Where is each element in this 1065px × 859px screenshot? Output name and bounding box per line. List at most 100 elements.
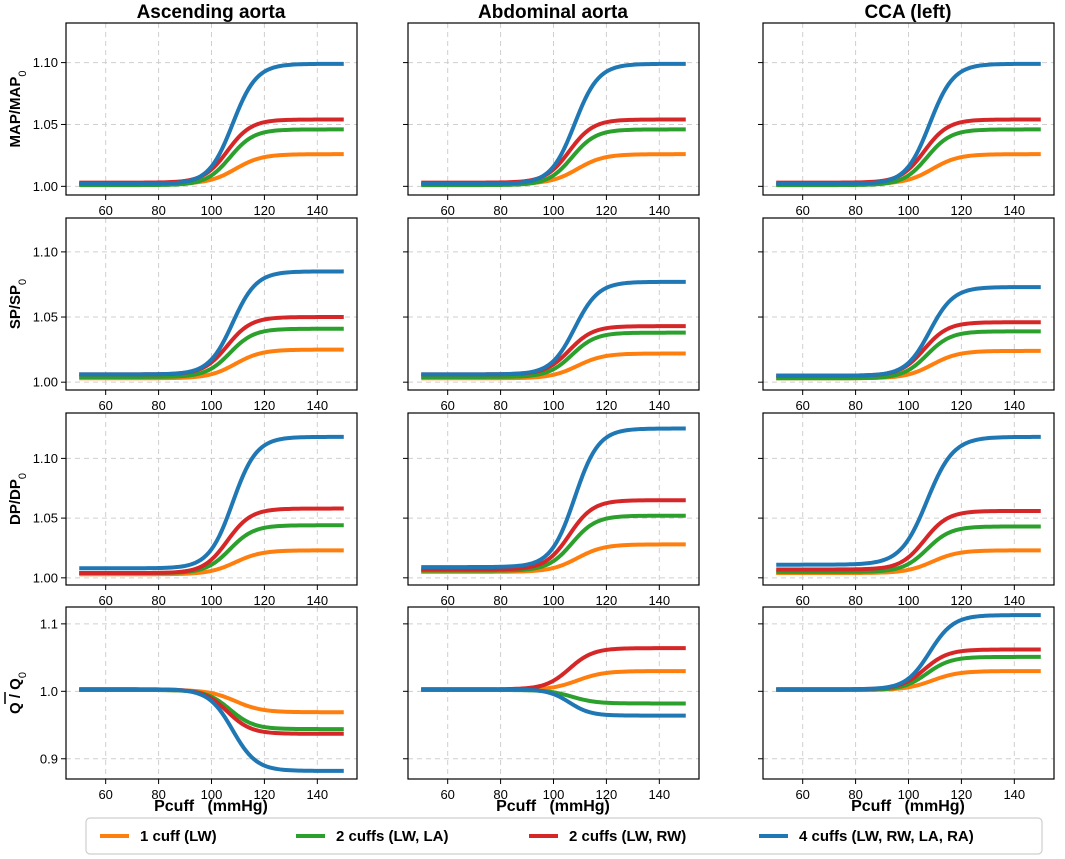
y-tick-label: 1.05 (33, 310, 58, 325)
ylabel-row-1: SP/SP0 (7, 279, 29, 329)
x-tick-label: 120 (596, 398, 618, 413)
x-tick-label: 80 (848, 787, 862, 802)
x-tick-label: 140 (648, 398, 670, 413)
x-tick-label: 100 (543, 593, 565, 608)
x-tick-label: 120 (951, 787, 973, 802)
series-line-4-cuffs-lw-rw-la-ra (776, 61, 1041, 186)
x-tick-label: 80 (151, 203, 165, 218)
x-tick-label: 120 (951, 593, 973, 608)
x-tick-label: 140 (648, 593, 670, 608)
x-tick-label: 60 (98, 787, 112, 802)
x-tick-label: 60 (440, 787, 454, 802)
x-tick-label: 100 (898, 593, 920, 608)
x-tick-label: 100 (543, 203, 565, 218)
x-tick-label: 140 (306, 787, 328, 802)
series-line-4-cuffs-lw-rw-la-ra (421, 61, 686, 186)
ylabel-subscript: 0 (17, 279, 29, 285)
x-tick-label: 100 (201, 398, 223, 413)
legend-label-4-cuffs: 4 cuffs (LW, RW, LA, RA) (799, 828, 974, 845)
y-tick-label: 1.00 (33, 375, 58, 390)
ylabel-subscript: 0 (17, 473, 29, 479)
column-title-cca-left: CCA (left) (865, 2, 952, 23)
x-tick-label: 120 (596, 787, 618, 802)
x-tick-label: 100 (201, 593, 223, 608)
series-line-2-cuffs-lw-la (421, 330, 686, 379)
ylabel-subscript: 0 (17, 672, 29, 678)
x-tick-label: 100 (543, 787, 565, 802)
x-tick-label: 60 (795, 203, 809, 218)
y-tick-label: 1.05 (33, 117, 58, 132)
series-line-4-cuffs-lw-rw-la-ra (421, 687, 686, 718)
y-tick-label: 0.9 (40, 751, 58, 766)
x-tick-label: 60 (440, 593, 454, 608)
x-tick-label: 60 (98, 203, 112, 218)
panel-r0-c1: 60 80 100 120 140 (403, 22, 700, 218)
x-tick-label: 120 (254, 203, 276, 218)
x-tick-label: 60 (795, 593, 809, 608)
x-tick-label: 140 (306, 203, 328, 218)
series-line-4-cuffs-lw-rw-la-ra (79, 61, 344, 186)
series-line-4-cuffs-lw-rw-la-ra (79, 687, 344, 773)
column-title-ascending-aorta: Ascending aorta (137, 2, 286, 23)
y-tick-label: 1.1 (40, 616, 58, 631)
panel-r0-c0: 60 80 100 120 140 1.00 1.05 1.10 (33, 22, 358, 218)
ylabel-main: DP/DP (7, 479, 24, 525)
x-tick-label: 80 (151, 398, 165, 413)
x-tick-label: 100 (201, 203, 223, 218)
x-tick-label: 80 (493, 593, 507, 608)
x-tick-label: 60 (795, 398, 809, 413)
xlabel-col-0: Pcuff (mmHg) (154, 798, 268, 815)
x-tick-label: 60 (98, 398, 112, 413)
ylabel-main: SP/SP (7, 285, 24, 329)
panel-r2-c2: 60 80 100 120 140 (758, 412, 1055, 608)
x-tick-label: 120 (951, 398, 973, 413)
panel-r3-c1: 60 80 100 120 140 (403, 606, 700, 802)
x-tick-label: 60 (440, 398, 454, 413)
x-tick-label: 100 (543, 398, 565, 413)
x-tick-label: 80 (493, 203, 507, 218)
series-line-2-cuffs-lw-la (776, 329, 1041, 381)
x-tick-label: 120 (254, 593, 276, 608)
panel-r1-c1: 60 80 100 120 140 (403, 217, 700, 413)
x-tick-label: 140 (1003, 787, 1025, 802)
y-tick-label: 1.10 (33, 451, 58, 466)
x-tick-label: 100 (898, 787, 920, 802)
series-line-2-cuffs-lw-rw (421, 498, 686, 572)
legend-label-1-cuff: 1 cuff (LW) (140, 828, 217, 845)
xlabel-col-2: Pcuff (mmHg) (851, 798, 965, 815)
legend-label-2-cuffs-lw-rw: 2 cuffs (LW, RW) (569, 828, 686, 845)
x-tick-label: 80 (848, 398, 862, 413)
x-tick-label: 120 (254, 787, 276, 802)
x-tick-label: 120 (951, 203, 973, 218)
panel-r1-c2: 60 80 100 120 140 (758, 217, 1055, 413)
y-tick-label: 1.10 (33, 55, 58, 70)
x-tick-label: 80 (151, 593, 165, 608)
x-tick-label: 140 (1003, 593, 1025, 608)
series-line-2-cuffs-lw-rw (776, 508, 1041, 572)
series-line-4-cuffs-lw-rw-la-ra (776, 434, 1041, 567)
panel-r2-c1: 60 80 100 120 140 (403, 412, 700, 608)
ylabel-main: MAP/MAP (7, 77, 24, 148)
x-tick-label: 80 (848, 203, 862, 218)
x-tick-label: 120 (596, 593, 618, 608)
y-tick-label: 1.10 (33, 244, 58, 259)
series-line-4-cuffs-lw-rw-la-ra (79, 434, 344, 571)
series-line-4-cuffs-lw-rw-la-ra (421, 279, 686, 377)
x-tick-label: 140 (1003, 203, 1025, 218)
series-line-2-cuffs-lw-la (776, 524, 1041, 574)
x-tick-label: 100 (201, 787, 223, 802)
ylabel-row-2: DP/DP0 (7, 473, 29, 525)
series-line-4-cuffs-lw-rw-la-ra (776, 285, 1041, 378)
ylabel-main: Q / Q (7, 678, 24, 714)
x-tick-label: 100 (898, 398, 920, 413)
ylabel-row-3: Q / Q0 (7, 672, 29, 714)
series-line-4-cuffs-lw-rw-la-ra (79, 269, 344, 377)
series-line-2-cuffs-lw-la (79, 326, 344, 379)
x-tick-label: 80 (151, 787, 165, 802)
xlabel-col-1: Pcuff (mmHg) (496, 798, 610, 815)
x-tick-label: 80 (493, 787, 507, 802)
panel-r3-c0: 60 80 100 120 140 0.9 1.0 1.1 (40, 606, 358, 802)
panel-r2-c0: 60 80 100 120 140 1.00 1.05 1.10 (33, 412, 358, 608)
